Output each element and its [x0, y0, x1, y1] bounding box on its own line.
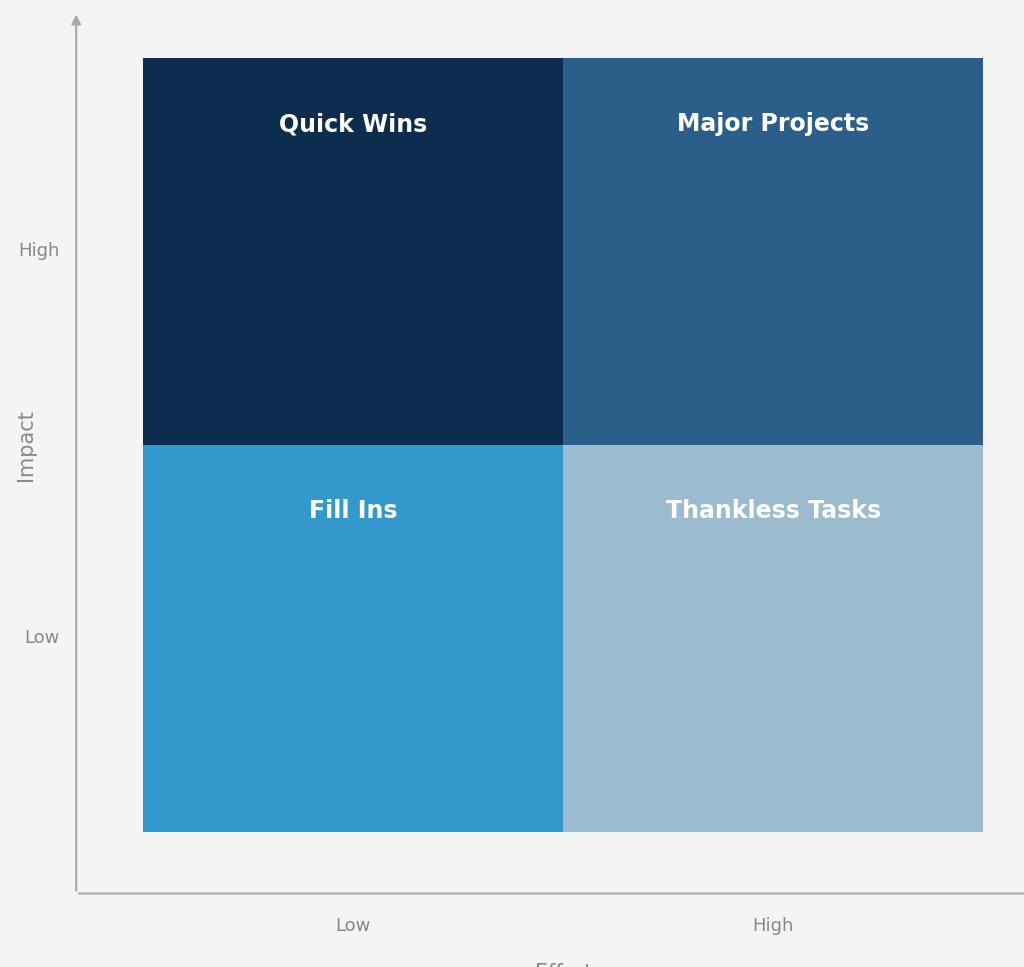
Text: Impact: Impact: [15, 409, 36, 481]
Bar: [563, 445, 983, 832]
Text: High: High: [18, 243, 59, 260]
Text: Effort: Effort: [535, 963, 592, 967]
Bar: [143, 445, 563, 832]
Text: Quick Wins: Quick Wins: [280, 112, 427, 136]
Bar: [143, 58, 563, 445]
Text: Fill Ins: Fill Ins: [309, 499, 397, 523]
Text: High: High: [753, 917, 794, 935]
Text: Low: Low: [24, 630, 59, 647]
Text: Thankless Tasks: Thankless Tasks: [666, 499, 881, 523]
Text: Low: Low: [336, 917, 371, 935]
Bar: [563, 58, 983, 445]
Text: Major Projects: Major Projects: [677, 112, 869, 136]
